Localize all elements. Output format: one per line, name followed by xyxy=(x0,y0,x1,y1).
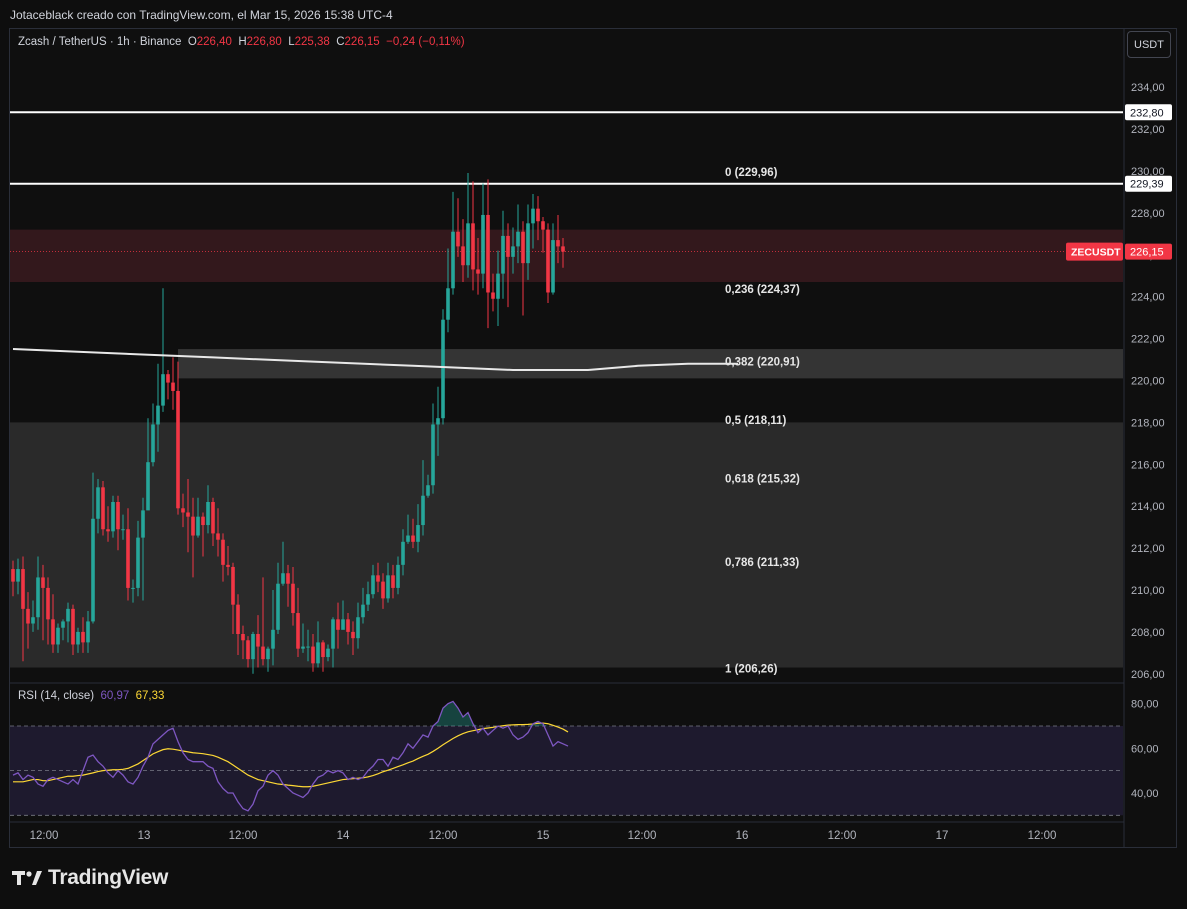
open-label: O xyxy=(187,36,197,48)
close-value: 226,15 xyxy=(344,36,380,48)
rsi-ma-value: 67,33 xyxy=(135,690,165,702)
change-value: −0,24 (−0,11%) xyxy=(386,36,465,48)
high-label: H xyxy=(238,36,247,48)
tradingview-logo-icon xyxy=(12,871,42,885)
open-value: 226,40 xyxy=(196,36,232,48)
tradingview-logo[interactable]: TradingView xyxy=(12,866,168,890)
top-bar: Jotaceblack creado con TradingView.com, … xyxy=(0,0,1187,28)
tradingview-wordmark: TradingView xyxy=(48,866,169,889)
symbol-legend: Zcash / TetherUS · 1h · Binance O226,40 … xyxy=(18,36,465,48)
high-value: 226,80 xyxy=(246,36,282,48)
credit-text: Jotaceblack creado con TradingView.com, … xyxy=(10,8,393,22)
rsi-legend: RSI (14, close) 60,97 67,33 xyxy=(18,690,164,702)
currency-button[interactable]: USDT xyxy=(1127,31,1171,58)
chart-frame[interactable] xyxy=(9,28,1177,848)
symbol-name[interactable]: Zcash / TetherUS · 1h · Binance xyxy=(18,36,182,48)
rsi-label[interactable]: RSI (14, close) xyxy=(18,690,95,702)
rsi-value: 60,97 xyxy=(100,690,130,702)
low-value: 225,38 xyxy=(294,36,330,48)
low-label: L xyxy=(288,36,295,48)
close-label: C xyxy=(336,36,345,48)
